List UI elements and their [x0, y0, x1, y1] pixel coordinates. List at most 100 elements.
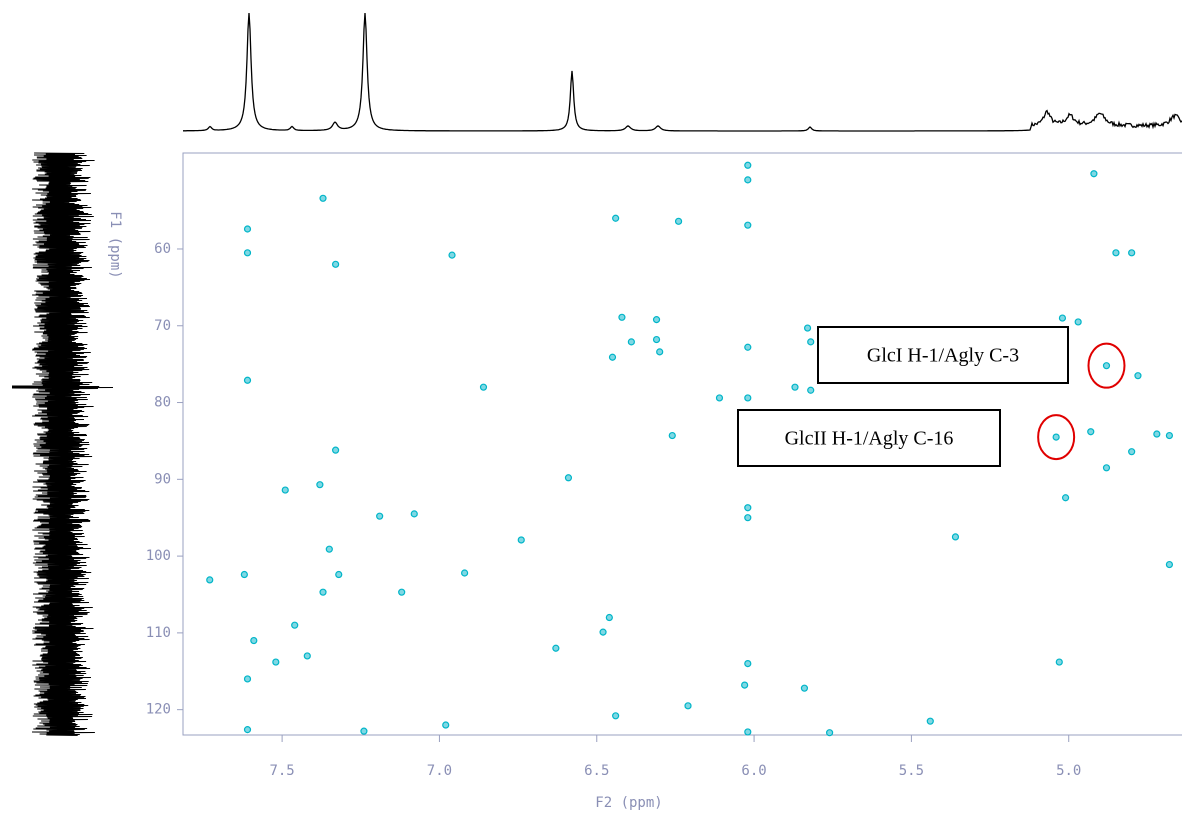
cross-peak — [744, 514, 752, 522]
cross-peak — [461, 569, 469, 577]
cross-peak — [410, 510, 418, 518]
cross-peak — [612, 712, 620, 720]
cross-peak — [715, 394, 724, 402]
cross-peak — [652, 335, 661, 344]
cross-peak — [627, 338, 635, 346]
cross-peak — [243, 675, 252, 683]
annotation-text: GlcI H-1/Agly C-3 — [867, 345, 1019, 367]
y-tick-label: 70 — [154, 318, 171, 334]
cross-peak — [599, 628, 607, 636]
y-axis-label: F1 (ppm) — [107, 211, 123, 278]
plot-frame — [182, 152, 1182, 736]
cross-peak — [1134, 372, 1142, 380]
cross-peak — [316, 481, 324, 489]
cross-peak — [206, 576, 214, 584]
x-tick-label: 6.5 — [584, 763, 609, 779]
cross-peak — [1052, 433, 1060, 441]
y-tick-label: 120 — [146, 702, 171, 718]
cross-peak — [243, 376, 252, 384]
cross-peak — [1102, 362, 1111, 370]
cross-peak — [791, 383, 799, 391]
x-tick-label: 5.0 — [1056, 763, 1081, 779]
cross-peak — [319, 194, 327, 202]
cross-peak — [552, 644, 560, 652]
cross-peak — [926, 717, 934, 725]
cross-peak — [652, 316, 661, 324]
cross-peak — [1061, 494, 1070, 502]
cross-peak — [1074, 318, 1082, 326]
cross-peak — [272, 658, 280, 666]
x-tick-label: 7.5 — [269, 763, 294, 779]
cross-peak — [291, 621, 299, 629]
cross-peak — [243, 225, 252, 233]
y-tick-label: 80 — [154, 395, 171, 411]
projection-f2 — [183, 12, 1182, 132]
cross-peak — [744, 176, 752, 184]
cross-peak — [800, 684, 809, 692]
cross-peak — [1128, 249, 1136, 257]
cross-peak — [250, 636, 258, 645]
cross-peak — [332, 260, 340, 268]
cross-peak — [243, 249, 252, 257]
annotation-text: GlcII H-1/Agly C-16 — [785, 428, 954, 450]
projection-f1 — [11, 152, 114, 736]
cross-peak — [1090, 170, 1098, 178]
cross-peak — [744, 161, 752, 169]
cross-peak — [951, 533, 960, 541]
y-tick-label: 90 — [154, 471, 171, 487]
cross-peak — [618, 313, 626, 321]
x-tick-label: 6.0 — [741, 763, 766, 779]
cross-peak — [744, 728, 752, 736]
cross-peak — [1055, 658, 1063, 666]
cross-peak — [744, 659, 752, 668]
cross-peak — [319, 588, 327, 596]
cross-peak — [332, 446, 340, 454]
cross-peak — [1112, 249, 1120, 257]
cross-peak — [1087, 428, 1095, 436]
cross-peak — [517, 536, 525, 544]
cross-peak — [1165, 431, 1174, 440]
cross-peak — [1102, 464, 1111, 472]
annotation-circle — [1037, 414, 1076, 461]
annotation-box — [817, 326, 1069, 384]
cross-peak — [325, 545, 333, 553]
y-tick-label: 60 — [154, 241, 171, 257]
cross-peak — [1165, 560, 1174, 569]
cross-peak — [744, 504, 752, 512]
cross-peak — [281, 486, 289, 494]
cross-peak — [684, 702, 692, 710]
cross-peak — [744, 221, 752, 229]
cross-peak — [479, 383, 488, 391]
cross-peak — [807, 338, 815, 346]
annotation-circle — [1087, 342, 1126, 389]
cross-peak — [807, 386, 815, 394]
x-axis-label: F2 (ppm) — [595, 795, 662, 811]
x-tick-label: 5.5 — [899, 763, 924, 779]
cross-peak — [656, 348, 664, 356]
cross-peak — [1058, 314, 1067, 322]
cross-peak — [398, 588, 406, 596]
cross-peak — [744, 343, 752, 351]
cross-peak — [744, 394, 752, 402]
cross-peak — [240, 570, 248, 579]
cross-peak — [668, 431, 676, 440]
cross-peak — [303, 652, 311, 660]
cross-peak — [612, 214, 620, 222]
cross-peak — [803, 324, 812, 332]
cross-peak — [376, 512, 384, 520]
x-tick-label: 7.0 — [427, 763, 452, 779]
cross-peak — [605, 613, 613, 622]
cross-peak — [741, 681, 749, 689]
cross-peak — [448, 251, 456, 259]
cross-peak — [335, 570, 343, 579]
cross-peak — [442, 721, 450, 729]
cross-peak — [564, 474, 573, 482]
y-tick-label: 100 — [146, 548, 171, 564]
cross-peak — [360, 727, 368, 735]
cross-peak — [825, 729, 834, 737]
cross-peak — [243, 726, 252, 734]
cross-peak — [674, 217, 683, 225]
annotation-box — [737, 409, 1001, 467]
cross-peak — [1128, 448, 1136, 456]
